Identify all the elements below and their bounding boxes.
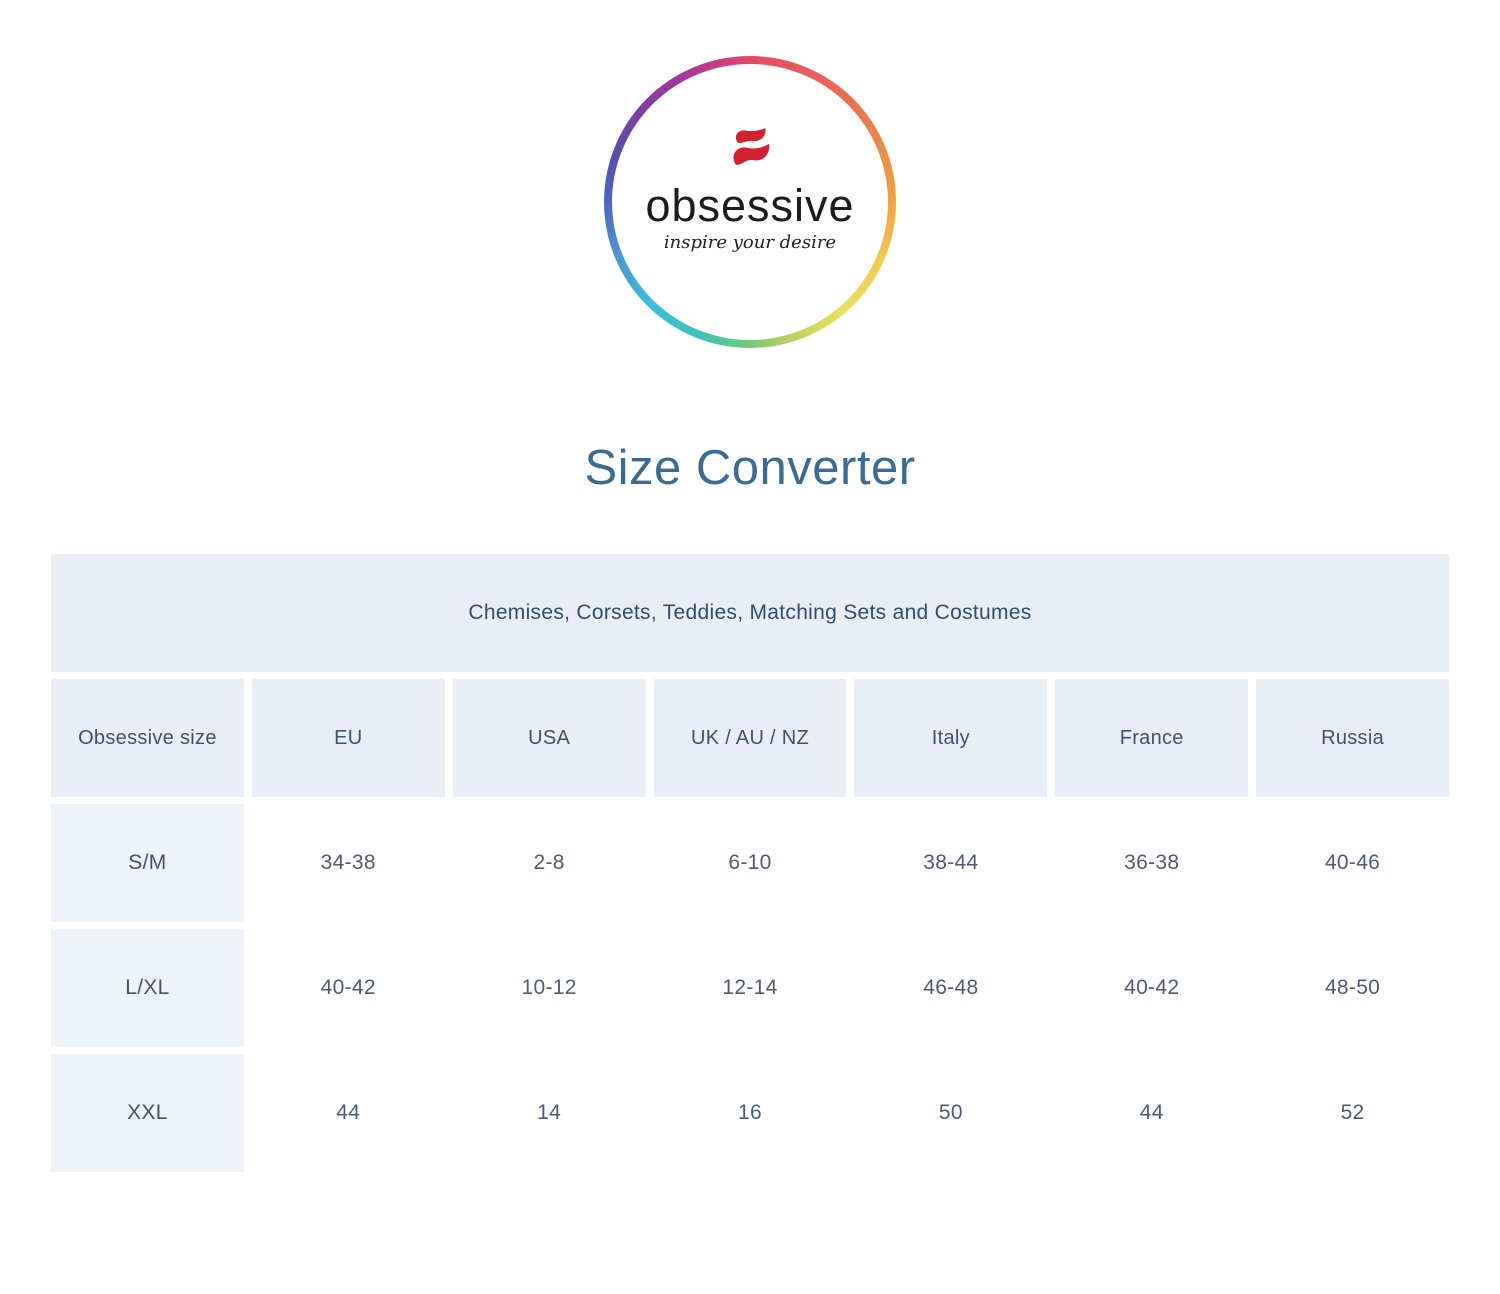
row-label-sm: S/M	[51, 804, 244, 923]
column-header-italy: Italy	[854, 679, 1048, 798]
cell-xxl-usa: 14	[452, 1054, 646, 1173]
table-group-header: Chemises, Corsets, Teddies, Matching Set…	[51, 554, 1449, 673]
cell-xxl-russia: 52	[1256, 1054, 1449, 1173]
rainbow-ring	[604, 56, 896, 348]
brand-tagline: inspire your desire	[663, 232, 837, 254]
brand-wordmark: obsessive	[645, 180, 855, 231]
cell-lxl-russia: 48-50	[1256, 929, 1449, 1048]
cell-xxl-eu: 44	[251, 1054, 445, 1173]
cell-xxl-france: 44	[1055, 1054, 1249, 1173]
table-row-lxl: L/XL 40-42 10-12 12-14 46-48 40-42 48-50	[51, 929, 1449, 1048]
column-header-row: Obsessive size EU USA UK / AU / NZ Italy…	[51, 679, 1449, 798]
table-row-xxl: XXL 44 14 16 50 44 52	[51, 1054, 1449, 1173]
cell-lxl-france: 40-42	[1055, 929, 1249, 1048]
flame-icon	[733, 128, 770, 165]
size-converter-table: Chemises, Corsets, Teddies, Matching Set…	[51, 554, 1449, 1173]
row-label-xxl: XXL	[51, 1054, 244, 1173]
column-header-obsessive-size: Obsessive size	[51, 679, 244, 798]
cell-lxl-uk-au-nz: 12-14	[653, 929, 847, 1048]
row-label-lxl: L/XL	[51, 929, 244, 1048]
cell-sm-eu: 34-38	[251, 804, 445, 923]
cell-sm-france: 36-38	[1055, 804, 1249, 923]
cell-lxl-italy: 46-48	[854, 929, 1048, 1048]
column-header-uk-au-nz: UK / AU / NZ	[653, 679, 847, 798]
cell-lxl-eu: 40-42	[251, 929, 445, 1048]
cell-sm-russia: 40-46	[1256, 804, 1449, 923]
column-header-russia: Russia	[1256, 679, 1449, 798]
cell-sm-usa: 2-8	[452, 804, 646, 923]
cell-sm-italy: 38-44	[854, 804, 1048, 923]
cell-lxl-usa: 10-12	[452, 929, 646, 1048]
cell-sm-uk-au-nz: 6-10	[653, 804, 847, 923]
column-header-france: France	[1055, 679, 1249, 798]
table-row-sm: S/M 34-38 2-8 6-10 38-44 36-38 40-46	[51, 804, 1449, 923]
cell-xxl-uk-au-nz: 16	[653, 1054, 847, 1173]
page-title: Size Converter	[584, 441, 916, 495]
column-header-usa: USA	[452, 679, 646, 798]
cell-xxl-italy: 50	[854, 1054, 1048, 1173]
brand-logo: obsessive inspire your desire	[604, 56, 896, 348]
column-header-eu: EU	[251, 679, 445, 798]
